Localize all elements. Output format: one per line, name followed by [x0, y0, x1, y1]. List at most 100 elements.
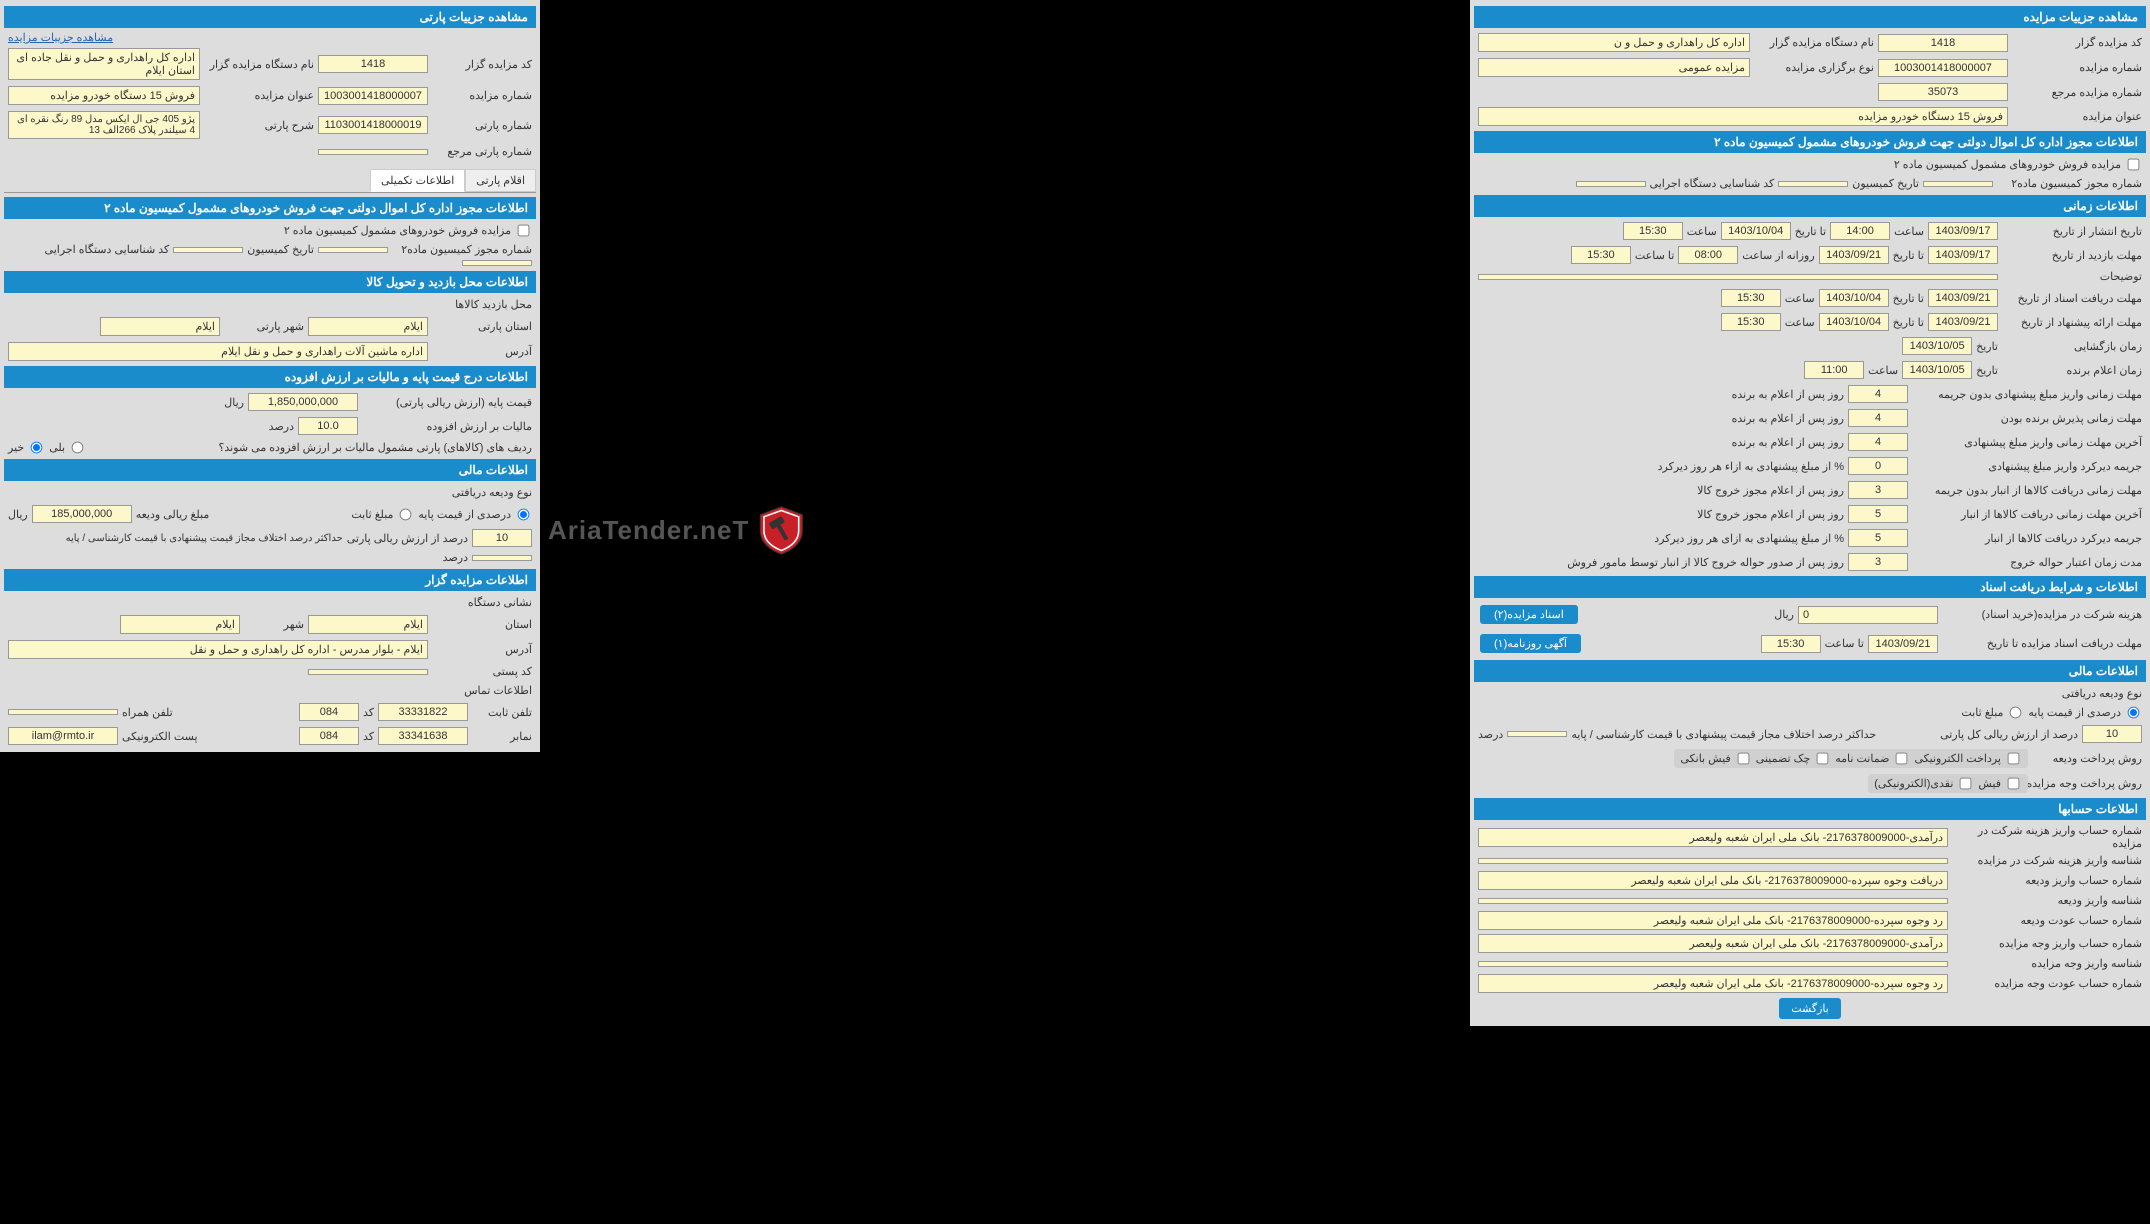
row-l-commission-refs: شماره مجوز کمیسیون ماده۲ تاریخ کمیسیون ک…: [4, 240, 536, 269]
tab-extra-info[interactable]: اطلاعات تکمیلی: [370, 169, 465, 192]
row-deadline-1: مهلت زمانی واریز مبلغ پیشنهادی بدون جریم…: [1474, 382, 2146, 406]
label-ref-number: شماره مزایده مرجع: [2012, 86, 2142, 99]
field-doc-deadline2-time: 15:30: [1761, 635, 1821, 653]
row-doc-deadline2: مهلت دریافت اسناد مزایده تا تاریخ 1403/0…: [1474, 629, 2146, 658]
chk-check[interactable]: [1817, 753, 1829, 765]
field-exec-code: [1576, 181, 1646, 187]
label-l-address: آدرس: [432, 345, 532, 358]
auction-detail-panel: مشاهده جزییات مزایده کد مزایده گزار 1418…: [1470, 0, 2150, 1026]
row-visit-date: مهلت بازدید از تاریخ 1403/09/17 تا تاریخ…: [1474, 243, 2146, 267]
tab-lot-items[interactable]: اقلام پارتی: [465, 169, 536, 192]
row-pay-method: روش پرداخت ودیعه پرداخت الکترونیکی ضمانت…: [1474, 746, 2146, 771]
label-acc6: شماره حساب واریز وجه مزایده: [1952, 937, 2142, 950]
section-accounts: اطلاعات حسابها: [1474, 798, 2146, 820]
label-fax-code: کد: [363, 730, 374, 743]
label-acc4: شناسه واریز ودیعه: [1952, 894, 2142, 907]
chk-slip[interactable]: [2008, 778, 2020, 790]
checkbox-commission[interactable]: [2128, 159, 2140, 171]
row-deadline-3: آخرین مهلت زمانی واریز مبلغ پیشنهادی 4 ر…: [1474, 430, 2146, 454]
checkbox-l-commission[interactable]: [518, 225, 530, 237]
row-commission-refs: شماره مجوز کمیسیون ماده۲ تاریخ کمیسیون ک…: [1474, 174, 2146, 193]
label-d7: جریمه دیرکرد دریافت کالاها از انبار: [1912, 532, 2142, 545]
lot-detail-panel: مشاهده جزییات پارتی مشاهده جزییات مزایده…: [0, 0, 540, 752]
row-l-code: کد مزایده گزار 1418 نام دستگاه مزایده گز…: [4, 45, 536, 83]
field-l-auction-num: 1003001418000007: [318, 87, 428, 105]
field-d2: 4: [1848, 409, 1908, 427]
radio-vat-no[interactable]: [31, 442, 43, 454]
row-postal: کد پستی: [4, 662, 536, 681]
field-l-address: اداره ماشین آلات راهداری و حمل و نقل ایل…: [8, 342, 428, 361]
row-bid-deadline: مهلت ارائه پیشنهاد از تاریخ 1403/09/21 ت…: [1474, 310, 2146, 334]
btn-newspaper-ad[interactable]: آگهی روزنامه(۱): [1480, 634, 1581, 653]
suffix-d2: روز پس از اعلام به برنده: [1732, 412, 1844, 425]
label-publish-time: ساعت: [1894, 225, 1924, 238]
chk-cash[interactable]: [1960, 778, 1972, 790]
label-bid-to: تا تاریخ: [1893, 316, 1924, 329]
label-auction-code: کد مزایده گزار: [2012, 36, 2142, 49]
field-d5: 3: [1848, 481, 1908, 499]
field-auction-type: مزایده عمومی: [1478, 58, 1750, 77]
row-acc8: شماره حساب عودت وجه مزایدهرد وجوه سپرده-…: [1474, 972, 2146, 995]
label-doc-from: مهلت دریافت اسناد از تاریخ: [2002, 292, 2142, 305]
label-comm-num: شماره مجوز کمیسیون ماده۲: [1997, 177, 2142, 190]
radio-fixed-amt[interactable]: [2010, 707, 2022, 719]
row-l-deposit-pct: 10 درصد از ارزش ریالی پارتی حداکثر درصد …: [4, 526, 536, 567]
chk-electronic[interactable]: [2008, 753, 2020, 765]
row-deadline-8: مدت زمان اعتبار حواله خروج 3 روز پس از ص…: [1474, 550, 2146, 574]
watermark-text: AriaTender.neT: [548, 515, 749, 546]
row-deposit-type: نوع ودیعه دریافتی: [1474, 684, 2146, 703]
row-notes: توضیحات: [1474, 267, 2146, 286]
label-check: چک تضمینی: [1756, 752, 1810, 765]
label-exec-code: کد شناسایی دستگاه اجرایی: [1650, 177, 1775, 190]
row-auction-title: عنوان مزایده فروش 15 دستگاه خودرو مزایده: [1474, 104, 2146, 129]
label-contact-h: اطلاعات تماس: [464, 684, 532, 697]
btn-auction-docs[interactable]: اسناد مزایده(۲): [1480, 605, 1578, 624]
radio-pct-base[interactable]: [2128, 707, 2140, 719]
tabs: اقلام پارتی اطلاعات تکمیلی: [4, 169, 536, 193]
radio-l-pct-base[interactable]: [518, 508, 530, 520]
label-org-city: شهر: [244, 618, 304, 631]
label-org-addr: آدرس: [432, 643, 532, 656]
label-phone-code: کد: [363, 706, 374, 719]
label-email: پست الکترونیکی: [122, 730, 198, 743]
field-max-diff: [1507, 731, 1567, 737]
label-cash: نقدی(الکترونیکی): [1874, 777, 1953, 790]
section-lot-detail: مشاهده جزییات پارتی: [4, 6, 536, 28]
label-vat-q: ردیف های (کالاهای) پارتی مشمول مالیات بر…: [90, 441, 532, 454]
field-auction-title: فروش 15 دستگاه خودرو مزایده: [1478, 107, 2008, 126]
field-doc-fee: 0: [1798, 606, 1938, 624]
radio-vat-yes[interactable]: [72, 442, 84, 454]
label-postal: کد پستی: [432, 665, 532, 678]
field-publish-to-date: 1403/10/04: [1721, 222, 1791, 240]
chk-bank-slip[interactable]: [1737, 753, 1749, 765]
suffix-d5: روز پس از اعلام مجوز خروج کالا: [1697, 484, 1844, 497]
row-l-lot-num: شماره پارتی 1103001418000019 شرح پارتی پ…: [4, 108, 536, 142]
suffix-d3: روز پس از اعلام به برنده: [1732, 436, 1844, 449]
field-acc4: [1478, 898, 1948, 904]
row-contact-h: اطلاعات تماس: [4, 681, 536, 700]
field-visit-to: 1403/09/21: [1819, 246, 1889, 264]
back-button[interactable]: بازگشت: [1779, 998, 1841, 1019]
section-l-commission: اطلاعات مجوز اداره کل اموال دولتی جهت فر…: [4, 197, 536, 219]
field-acc6: درآمدی-2176378009000- بانک ملی ایران شعب…: [1478, 934, 1948, 953]
field-d6: 5: [1848, 505, 1908, 523]
label-electronic: پرداخت الکترونیکی: [1914, 752, 2001, 765]
field-bid-to: 1403/10/04: [1819, 313, 1889, 331]
row-acc7: شناسه واریز وجه مزایده: [1474, 955, 2146, 972]
chk-guarantee[interactable]: [1896, 753, 1908, 765]
label-commission-sale: مزایده فروش خودروهای مشمول کمیسیون ماده …: [1894, 158, 2121, 171]
field-l-code: 1418: [318, 55, 428, 73]
field-acc7: [1478, 961, 1948, 967]
field-winner-date: 1403/10/05: [1902, 361, 1972, 379]
label-org-addr-h: نشانی دستگاه: [468, 596, 532, 609]
row-publish-date: تاریخ انتشار از تاریخ 1403/09/17 ساعت 14…: [1474, 219, 2146, 243]
field-comm-date: [1778, 181, 1848, 187]
field-doc-to: 1403/10/04: [1819, 289, 1889, 307]
radio-l-fixed[interactable]: [400, 508, 412, 520]
label-winner: زمان اعلام برنده: [2002, 364, 2142, 377]
label-phone: تلفن ثابت: [472, 706, 532, 719]
label-notes: توضیحات: [2002, 270, 2142, 283]
label-deposit-pct: درصد از ارزش ریالی کل پارتی: [1940, 728, 2078, 741]
field-phone: 33331822: [378, 703, 468, 721]
link-auction-detail[interactable]: مشاهده جزییات مزایده: [8, 31, 113, 44]
